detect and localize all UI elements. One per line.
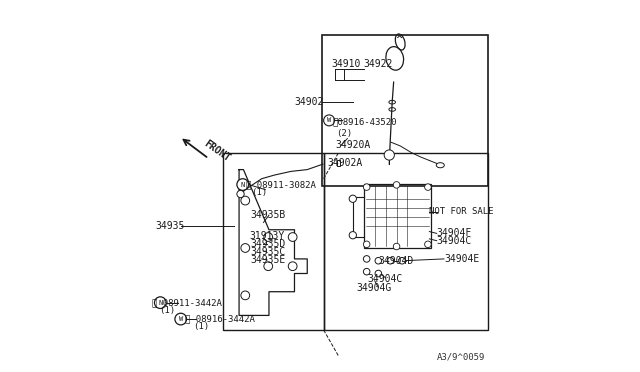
Text: 34910: 34910 xyxy=(331,59,360,69)
Text: 31913Y: 31913Y xyxy=(249,231,284,241)
Circle shape xyxy=(241,291,250,300)
Circle shape xyxy=(364,184,370,190)
Bar xyxy=(337,160,340,166)
Text: 34935B: 34935B xyxy=(251,210,286,220)
Text: Ⓝ 08911-3082A: Ⓝ 08911-3082A xyxy=(246,180,316,189)
Text: NOT FOR SALE: NOT FOR SALE xyxy=(429,207,494,216)
Bar xyxy=(324,153,488,330)
Text: 34902A: 34902A xyxy=(327,158,362,169)
Circle shape xyxy=(364,256,370,262)
Text: 34904C: 34904C xyxy=(436,236,472,246)
Circle shape xyxy=(393,182,400,188)
Text: 34935D: 34935D xyxy=(251,239,286,249)
Circle shape xyxy=(241,244,250,252)
Circle shape xyxy=(324,115,335,126)
Text: 34904C: 34904C xyxy=(367,274,403,284)
Circle shape xyxy=(375,257,381,264)
Circle shape xyxy=(154,297,166,308)
Circle shape xyxy=(399,257,405,264)
Circle shape xyxy=(288,232,297,241)
Circle shape xyxy=(384,150,394,160)
Circle shape xyxy=(241,196,250,205)
Text: N: N xyxy=(241,182,245,187)
Circle shape xyxy=(264,232,273,241)
Text: 34902: 34902 xyxy=(294,97,324,107)
Circle shape xyxy=(393,243,400,250)
Text: FRONT: FRONT xyxy=(202,139,231,164)
Circle shape xyxy=(364,241,370,248)
Circle shape xyxy=(349,195,356,202)
Text: 34935C: 34935C xyxy=(251,247,286,257)
Circle shape xyxy=(387,257,394,264)
Text: Ⓝ 08911-3442A: Ⓝ 08911-3442A xyxy=(152,298,222,307)
Circle shape xyxy=(288,262,297,270)
Text: W: W xyxy=(179,316,183,322)
Text: 34904G: 34904G xyxy=(356,283,392,293)
Text: (1): (1) xyxy=(193,322,209,331)
Circle shape xyxy=(424,184,431,190)
Text: 34920A: 34920A xyxy=(335,140,371,150)
Bar xyxy=(322,35,488,186)
Text: N: N xyxy=(158,300,163,306)
Text: 34904D: 34904D xyxy=(378,256,413,266)
Circle shape xyxy=(264,262,273,270)
Text: 34935: 34935 xyxy=(156,221,184,231)
Text: W: W xyxy=(327,118,332,124)
Text: 34904F: 34904F xyxy=(436,228,472,238)
Bar xyxy=(223,153,324,330)
Text: (1): (1) xyxy=(159,306,175,315)
Circle shape xyxy=(424,241,431,248)
Text: (2): (2) xyxy=(335,129,352,138)
Circle shape xyxy=(237,190,244,198)
Circle shape xyxy=(175,313,187,325)
Circle shape xyxy=(349,231,356,239)
Text: Ⓦ08916-43520: Ⓦ08916-43520 xyxy=(332,118,397,127)
Text: 34904E: 34904E xyxy=(444,254,479,264)
Circle shape xyxy=(237,179,248,190)
Bar xyxy=(364,184,431,248)
Text: Ⓦ 08916-3442A: Ⓦ 08916-3442A xyxy=(185,315,255,324)
Text: 34935E: 34935E xyxy=(251,255,286,265)
Circle shape xyxy=(364,268,370,275)
Text: (1): (1) xyxy=(251,188,267,197)
Circle shape xyxy=(375,270,381,277)
Text: 34922: 34922 xyxy=(364,59,393,69)
Text: A3/9^0059: A3/9^0059 xyxy=(436,352,485,361)
